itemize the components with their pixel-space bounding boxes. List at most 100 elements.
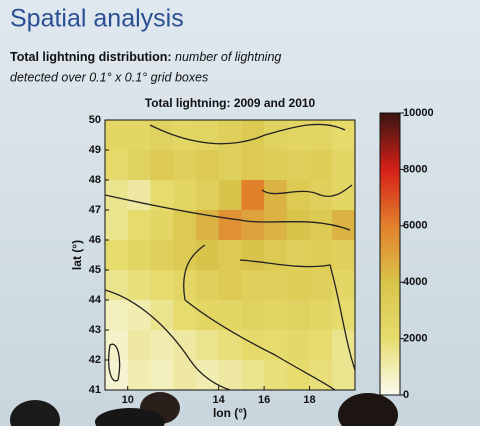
heat-cell (309, 270, 333, 301)
colorbar-tick-label: 6000 (403, 220, 427, 232)
heat-cell (105, 360, 129, 391)
heat-cell (195, 270, 220, 301)
colorbar-tick-label: 2000 (403, 333, 427, 345)
heat-cell (150, 330, 174, 361)
plot-frame (104, 119, 356, 391)
heat-cell (241, 180, 265, 211)
heat-cell (150, 270, 174, 301)
heat-cell (127, 300, 151, 331)
heat-cell (127, 180, 151, 211)
y-tick-label: 41 (89, 384, 101, 396)
heat-cell (264, 270, 288, 301)
y-tick-label: 45 (89, 264, 101, 276)
heat-cell (150, 150, 174, 181)
heat-cell (195, 330, 220, 361)
heat-cell (105, 180, 129, 211)
heat-cell (332, 300, 356, 331)
heat-cell (332, 360, 356, 391)
heat-cell (127, 240, 151, 271)
heat-cell (127, 120, 151, 151)
colorbar-tick-label: 4000 (403, 276, 427, 288)
heat-cell (150, 360, 174, 391)
heat-cell (127, 210, 151, 241)
heat-cell (264, 360, 288, 391)
y-tick-label: 50 (89, 114, 101, 126)
y-tick-label: 47 (89, 204, 101, 216)
heat-cell (264, 300, 288, 331)
heat-cell (150, 120, 174, 151)
borders (104, 123, 356, 391)
island (108, 343, 121, 382)
heat-cell (173, 240, 197, 271)
heat-cell (286, 330, 311, 361)
heat-cell (286, 360, 311, 391)
heat-cell (309, 300, 333, 331)
heat-cell (150, 210, 174, 241)
heat-cell (105, 150, 129, 181)
y-axis-label: lat (°) (70, 240, 84, 270)
audience-head (95, 408, 165, 426)
border (104, 194, 351, 231)
heat-cell (264, 120, 288, 151)
heat-cell (241, 150, 265, 181)
heat-cell (105, 270, 129, 301)
heat-cell (332, 120, 356, 151)
y-tick-label: 44 (89, 294, 102, 306)
y-tick-label: 42 (89, 354, 101, 366)
heat-cell (309, 240, 333, 271)
heat-cell (286, 180, 311, 211)
heat-cell (264, 210, 288, 241)
heat-cell (105, 240, 129, 271)
heat-cell (195, 180, 220, 211)
heat-cell (105, 330, 129, 361)
heat-cell (173, 210, 197, 241)
heat-cell (173, 360, 197, 391)
heat-cell (309, 120, 333, 151)
heat-cell (332, 180, 356, 211)
chart-title: Total lightning: 2009 and 2010 (145, 96, 316, 110)
heat-cell (332, 240, 356, 271)
heat-cell (195, 360, 220, 391)
heat-cell (173, 330, 197, 361)
heat-cell (195, 300, 220, 331)
border (149, 123, 346, 145)
heat-cell (309, 330, 333, 361)
subtitle-lead: Total lightning distribution: (10, 50, 172, 64)
heat-cell (105, 300, 129, 331)
heat-cell (173, 270, 197, 301)
y-tick-label: 49 (89, 144, 101, 156)
heat-cell (218, 180, 242, 211)
audience-head (338, 393, 398, 426)
heat-cell (195, 150, 220, 181)
border (239, 259, 356, 371)
colorbar-tick-label: 0 (403, 389, 409, 401)
heat-cell (218, 360, 242, 391)
heat-cell (195, 120, 220, 151)
heat-cell (173, 150, 197, 181)
x-tick-label: 14 (213, 394, 226, 406)
heat-cell (150, 300, 174, 331)
heat-cell (264, 240, 288, 271)
x-tick-label: 16 (258, 394, 270, 406)
y-tick-label: 48 (89, 174, 101, 186)
heat-cell (286, 150, 311, 181)
heat-cell (173, 120, 197, 151)
heat-cell (241, 120, 265, 151)
heat-cell (309, 150, 333, 181)
x-axis-label: lon (°) (213, 406, 247, 420)
y-tick-label: 46 (89, 234, 101, 246)
y-tick-label: 43 (89, 324, 101, 336)
heat-cell (286, 300, 311, 331)
heat-cell (286, 270, 311, 301)
heat-cell (127, 150, 151, 181)
heat-cell (218, 240, 242, 271)
heat-cell (173, 300, 197, 331)
heat-cell (332, 210, 356, 241)
subtitle-line: number of lightning (175, 50, 281, 64)
heat-cell (218, 150, 242, 181)
heat-cell (173, 180, 197, 211)
heat-cell (105, 120, 129, 151)
heat-cell (218, 120, 242, 151)
